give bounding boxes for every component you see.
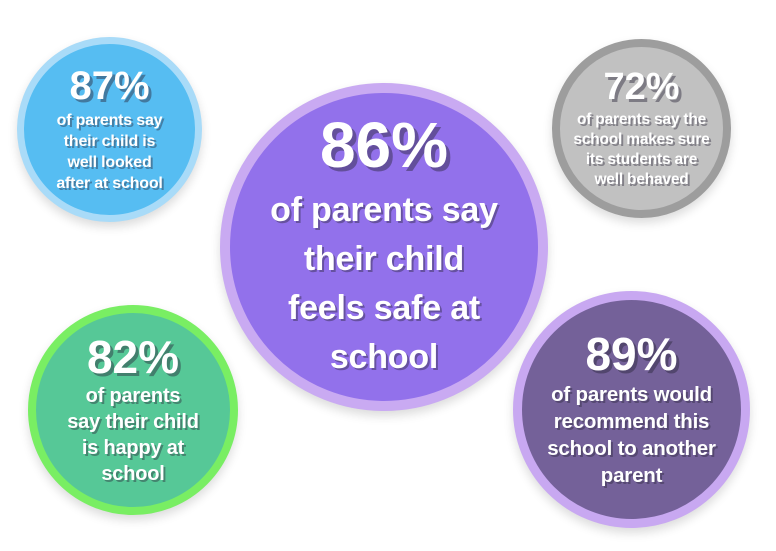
stat-bubble-feels-safe: 86% of parents say their child feels saf… xyxy=(220,83,548,411)
stat-text-line: of parents xyxy=(85,385,181,408)
stat-bubble-happy-at-school: 82% of parents say their child is happy … xyxy=(28,305,238,515)
stat-percentage: 86% xyxy=(319,109,449,182)
stat-text-line: its students are xyxy=(585,150,698,168)
stat-text-line: school makes sure xyxy=(573,130,710,148)
stat-text-line: say their child xyxy=(67,411,199,434)
stat-text-line: well behaved xyxy=(594,170,689,188)
stat-text-line: of parents say xyxy=(56,111,163,129)
stat-bubble-well-behaved: 72% of parents say the school makes sure… xyxy=(552,39,731,218)
stat-percentage: 72% xyxy=(603,66,680,109)
stat-text-line: of parents say the xyxy=(576,110,707,128)
stat-text-line: school xyxy=(329,337,439,376)
stat-bubble-recommend-school: 89% of parents would recommend this scho… xyxy=(513,291,750,528)
stat-text-line: after at school xyxy=(56,174,163,192)
stat-text-line: parent xyxy=(600,464,663,488)
stat-text-line: well looked xyxy=(67,153,152,171)
stat-percentage: 87% xyxy=(69,64,150,109)
stat-percentage: 89% xyxy=(585,327,678,380)
stat-text-line: feels safe at xyxy=(287,288,481,327)
stat-text-line: school to another xyxy=(547,437,716,461)
stat-text-line: of parents would xyxy=(551,383,712,407)
stat-text-line: their child xyxy=(303,239,465,278)
stat-text-line: their child is xyxy=(63,132,156,150)
stat-text-line: recommend this xyxy=(553,410,710,434)
stat-bubble-well-looked-after: 87% of parents say their child is well l… xyxy=(17,37,202,222)
stat-text-line: of parents say xyxy=(270,190,498,229)
stat-text-line: school xyxy=(101,463,165,486)
stat-percentage: 82% xyxy=(86,330,180,383)
stat-text-line: is happy at xyxy=(81,437,185,460)
